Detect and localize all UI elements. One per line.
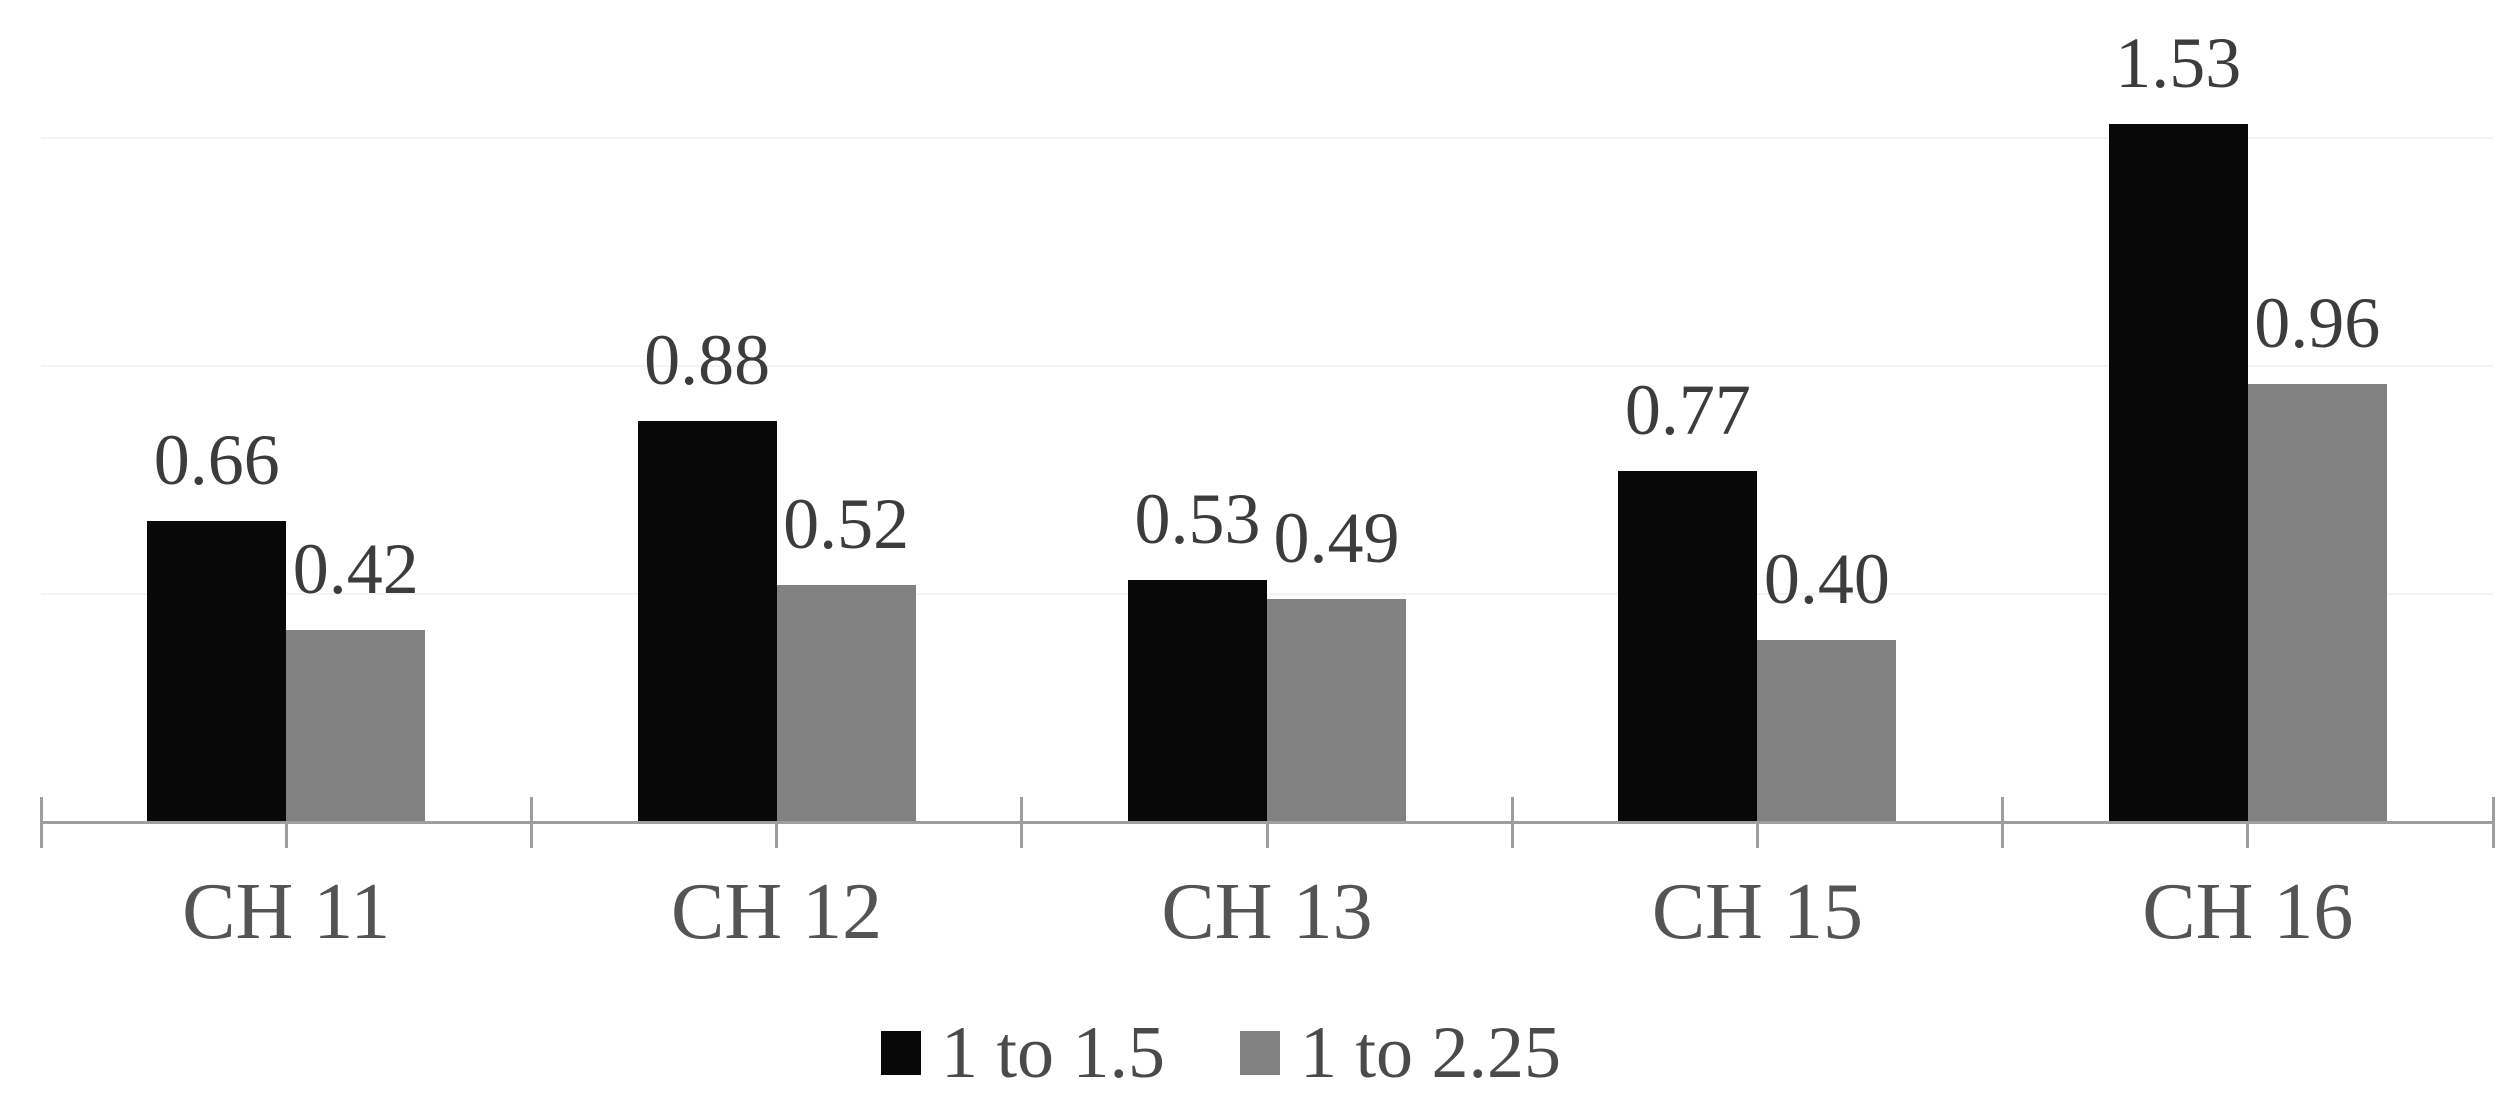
- axis-tick: [2491, 797, 2495, 848]
- bar-1-to-1.5-CH-15: [1618, 470, 1758, 822]
- legend-item: 1 to 2.25: [1240, 1016, 1561, 1090]
- value-label: 0.77: [1624, 369, 1751, 450]
- category-label: CH 13: [1161, 868, 1373, 956]
- bar-1-to-2.25-CH-15: [1757, 639, 1897, 822]
- category-label: CH 16: [2142, 868, 2354, 956]
- legend: 1 to 1.5 1 to 2.25: [0, 1016, 2480, 1090]
- x-axis-line: [41, 821, 2493, 824]
- value-label: 0.66: [153, 420, 280, 501]
- value-label: 0.42: [292, 529, 419, 610]
- legend-swatch-icon: [1240, 1031, 1280, 1075]
- value-label: 1.53: [2115, 23, 2242, 104]
- gridline: [41, 593, 2493, 595]
- category-label: CH 11: [182, 868, 391, 956]
- legend-label: 1 to 1.5: [940, 1012, 1165, 1094]
- legend-label: 1 to 2.25: [1300, 1012, 1562, 1094]
- value-label: 0.53: [1134, 479, 1261, 560]
- bar-1-to-1.5-CH-12: [637, 420, 777, 822]
- bar-1-to-2.25-CH-16: [2247, 384, 2387, 822]
- bar-1-to-2.25-CH-13: [1267, 598, 1406, 822]
- bar-1-to-2.25-CH-11: [286, 630, 426, 822]
- bar-1-to-2.25-CH-12: [776, 584, 916, 822]
- legend-swatch-icon: [880, 1031, 921, 1075]
- value-label: 0.40: [1763, 538, 1890, 619]
- value-label: 0.96: [2254, 283, 2381, 364]
- value-label: 0.52: [783, 483, 910, 564]
- gridline: [41, 365, 2493, 367]
- gridline: [41, 137, 2493, 139]
- bar-1-to-1.5-CH-16: [2108, 124, 2248, 822]
- category-label: CH 15: [1651, 868, 1863, 956]
- value-label: 0.88: [644, 319, 771, 400]
- legend-item: 1 to 1.5: [880, 1012, 1165, 1094]
- category-label: CH 12: [671, 868, 883, 956]
- bar-1-to-1.5-CH-11: [147, 521, 287, 822]
- value-label: 0.49: [1273, 497, 1400, 578]
- bar-1-to-1.5-CH-13: [1128, 580, 1267, 822]
